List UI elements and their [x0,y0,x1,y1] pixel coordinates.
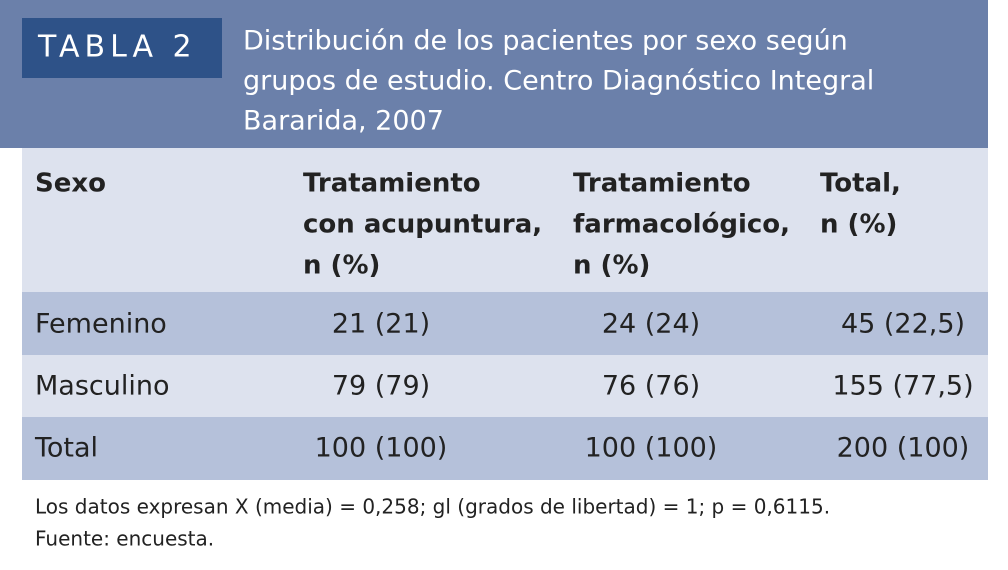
column-header: Sexo [35,169,106,199]
cell: 100 (100) [585,433,718,464]
cell: 21 (21) [332,309,430,340]
row-band [22,292,988,355]
footnote: Fuente: encuesta. [35,527,214,551]
cell: 155 (77,5) [832,371,973,402]
row-band [22,355,988,417]
column-header-band [22,148,988,292]
cell: 76 (76) [602,371,700,402]
table-label: TABLA 2 [37,30,197,65]
cell: 45 (22,5) [841,309,965,340]
column-header: con acupuntura, [303,210,542,240]
cell: 24 (24) [602,309,700,340]
column-header: Total, [820,169,901,199]
footnote: Los datos expresan X (media) = 0,258; gl… [35,495,830,519]
column-header: Tratamiento [573,169,751,199]
column-header: n (%) [303,251,380,281]
row-band [22,417,988,480]
title-line: Distribución de los pacientes por sexo s… [243,26,848,57]
row-label: Masculino [35,371,170,402]
cell: 79 (79) [332,371,430,402]
row-label: Femenino [35,309,167,340]
cell: 200 (100) [837,433,970,464]
cell: 100 (100) [315,433,448,464]
row-label: Total [34,433,98,464]
column-header: farmacológico, [573,210,790,240]
column-header: n (%) [820,210,897,240]
title-line: Bararida, 2007 [243,106,444,137]
column-header: Tratamiento [303,169,481,199]
label-box [22,18,222,78]
column-header: n (%) [573,251,650,281]
title-line: grupos de estudio. Centro Diagnóstico In… [243,66,874,97]
